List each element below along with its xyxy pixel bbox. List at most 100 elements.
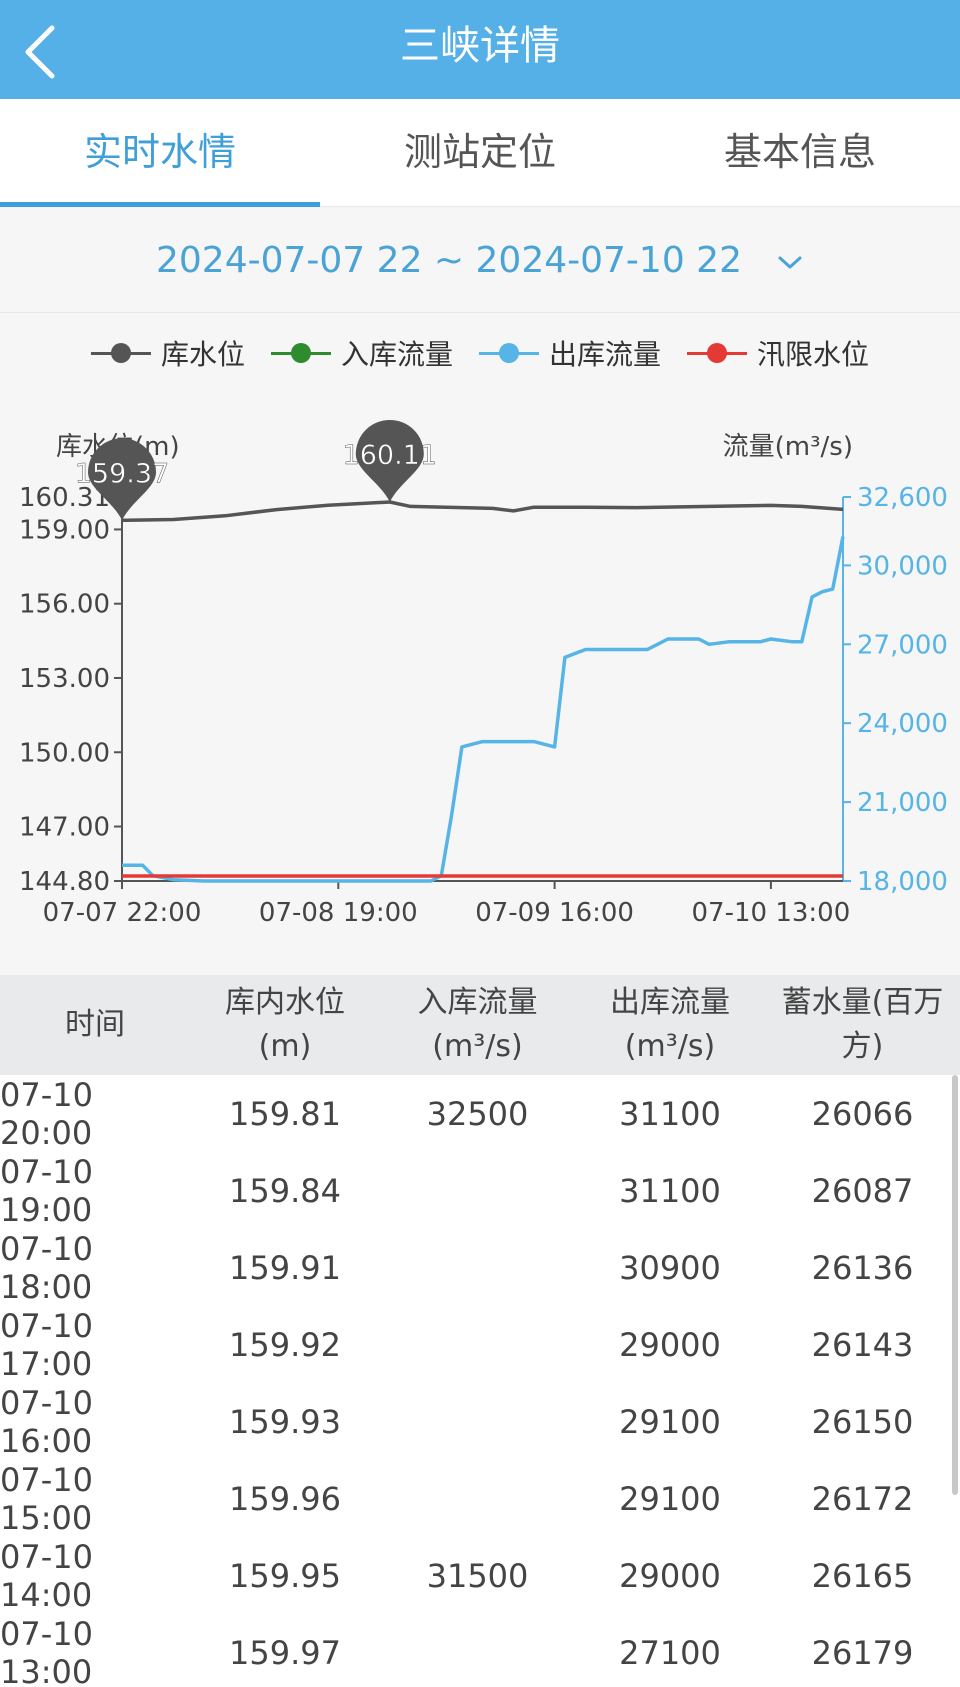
- legend-label: 出库流量: [549, 338, 662, 371]
- left-tick-label: 144.80: [19, 867, 110, 897]
- column-header-time: 时间: [65, 1007, 125, 1042]
- cell-storage: 26066: [811, 1094, 914, 1133]
- tab-station-location[interactable]: 测站定位: [403, 130, 556, 174]
- tab-realtime[interactable]: 实时水情: [0, 99, 320, 207]
- page-title: 三峡详情: [400, 23, 560, 69]
- marker-label: 160.11: [343, 440, 437, 471]
- cell-outflow: 30900: [619, 1248, 721, 1287]
- cell-level: 159.81: [229, 1094, 341, 1133]
- chart-legend: 库水位 入库流量 出库流量 汛限水位: [0, 333, 960, 373]
- series-line-outflow: [122, 536, 845, 883]
- right-tick-label: 24,000: [857, 709, 948, 739]
- tab-bar: 实时水情 测站定位 基本信息: [0, 99, 960, 207]
- table-row[interactable]: 07-10 19:00 159.84 31100 26087: [0, 1152, 960, 1229]
- table-row[interactable]: 07-10 16:00 159.93 29100 26150: [0, 1383, 960, 1460]
- cell-level: 159.96: [229, 1479, 341, 1518]
- date-range-label: 2024-07-07 22 ~ 2024-07-10 22: [156, 239, 742, 281]
- date-range-selector[interactable]: 2024-07-07 22 ~ 2024-07-10 22: [0, 208, 960, 313]
- legend-swatch: [479, 343, 539, 363]
- cell-storage: 26136: [811, 1248, 914, 1287]
- cell-storage: 26172: [811, 1479, 914, 1518]
- cell-outflow: 29000: [619, 1556, 721, 1595]
- cell-outflow: 27100: [619, 1633, 721, 1672]
- x-tick-label: 07-08 19:00: [259, 898, 418, 928]
- left-tick-label: 147.00: [19, 813, 110, 843]
- data-table: 时间 库内水位 (m) 入库流量 (m³/s) 出库流量 (m³/s) 蓄水量(百万方…: [0, 975, 960, 1687]
- x-tick-label: 07-10 13:00: [692, 898, 851, 928]
- cell-storage: 26150: [811, 1402, 914, 1441]
- marker-pin: [88, 438, 156, 521]
- cell-outflow: 31100: [619, 1171, 721, 1210]
- x-tick-label: 07-07 22:00: [43, 898, 202, 928]
- right-tick-label: 30,000: [857, 551, 948, 581]
- cell-time: 07-10 13:00: [0, 1614, 93, 1687]
- cell-inflow: 31500: [426, 1556, 529, 1595]
- legend-item-flood-limit[interactable]: 汛限水位: [687, 333, 869, 373]
- table-scrollbar[interactable]: [952, 1075, 958, 1495]
- legend-item-outflow[interactable]: 出库流量: [479, 333, 661, 373]
- legend-swatch: [90, 343, 151, 363]
- legend-swatch: [270, 343, 331, 363]
- cell-storage: 26179: [811, 1633, 914, 1672]
- table-row[interactable]: 07-10 18:00 159.91 30900 26136: [0, 1229, 960, 1306]
- cell-outflow: 29000: [619, 1325, 721, 1364]
- right-tick-label: 18,000: [857, 867, 948, 897]
- cell-time: 07-10 20:00: [0, 1075, 93, 1152]
- chart-area: 库水位 入库流量 出库流量 汛限水位 160.31 159.00 156.00 153…: [0, 313, 960, 975]
- cell-outflow: 29100: [619, 1479, 721, 1518]
- right-tick-label: 21,000: [857, 788, 948, 818]
- cell-storage: 26143: [811, 1325, 914, 1364]
- left-tick-label: 156.00: [19, 590, 110, 620]
- legend-label: 库水位: [160, 338, 245, 371]
- cell-inflow: 32500: [426, 1094, 529, 1133]
- right-tick-label: 32,600: [857, 483, 948, 513]
- cell-level: 159.84: [229, 1171, 341, 1210]
- left-tick-label: 159.00: [19, 515, 110, 545]
- cell-level: 159.97: [229, 1633, 341, 1672]
- left-tick-label: 153.00: [19, 664, 110, 694]
- legend-swatch: [687, 343, 748, 363]
- column-header-level: 库内水位 (m): [225, 985, 345, 1064]
- table-row[interactable]: 07-10 15:00 159.96 29100 26172: [0, 1460, 960, 1537]
- tab-basic-info[interactable]: 基本信息: [723, 130, 876, 174]
- cell-level: 159.93: [229, 1402, 341, 1441]
- column-header-storage: 蓄水量(百万 方): [781, 985, 944, 1064]
- table-header: 时间 库内水位 (m) 入库流量 (m³/s) 出库流量 (m³/s) 蓄水量(百万方…: [0, 975, 960, 1075]
- back-button[interactable]: [14, 14, 78, 84]
- legend-item-inflow[interactable]: 入库流量: [270, 333, 453, 373]
- right-tick-label: 27,000: [857, 630, 948, 660]
- cell-time: 07-10 14:00: [0, 1537, 93, 1614]
- cell-storage: 26165: [811, 1556, 914, 1595]
- table-row[interactable]: 07-10 20:00 159.81 32500 31100 26066: [0, 1075, 960, 1152]
- cell-storage: 26087: [811, 1171, 914, 1210]
- marker-label: 159.37: [75, 458, 169, 489]
- cell-time: 07-10 15:00: [0, 1460, 93, 1537]
- cell-time: 07-10 17:00: [0, 1306, 93, 1383]
- series-line-level: [121, 500, 844, 523]
- cell-outflow: 31100: [619, 1094, 721, 1133]
- chevron-down-icon: [776, 240, 804, 281]
- cell-time: 07-10 18:00: [0, 1229, 93, 1306]
- legend-label: 入库流量: [340, 338, 453, 371]
- table-body: 07-10 20:00 159.81 32500 31100 26066 07-10 19…: [0, 1075, 960, 1687]
- right-axis-title: 流量(m³/s): [723, 432, 853, 462]
- x-tick-label: 07-09 16:00: [475, 898, 634, 928]
- chevron-left-icon: [25, 25, 55, 79]
- legend-item-level[interactable]: 库水位: [90, 333, 245, 373]
- legend-label: 汛限水位: [757, 338, 870, 371]
- table-row[interactable]: 07-10 14:00 159.95 31500 29000 26165: [0, 1537, 960, 1614]
- cell-level: 159.95: [229, 1556, 341, 1595]
- column-header-inflow: 入库流量 (m³/s): [417, 985, 538, 1064]
- cell-level: 159.91: [229, 1248, 341, 1287]
- left-tick-label: 150.00: [19, 738, 110, 768]
- column-header-outflow: 出库流量 (m³/s): [610, 985, 730, 1064]
- cell-time: 07-10 19:00: [0, 1152, 93, 1229]
- cell-level: 159.92: [229, 1325, 341, 1364]
- cell-time: 07-10 16:00: [0, 1383, 93, 1460]
- table-row[interactable]: 07-10 17:00 159.92 29000 26143: [0, 1306, 960, 1383]
- header: 三峡详情: [0, 0, 960, 99]
- table-row[interactable]: 07-10 13:00 159.97 27100 26179: [0, 1614, 960, 1687]
- cell-outflow: 29100: [619, 1402, 721, 1441]
- marker-pin: [355, 419, 424, 502]
